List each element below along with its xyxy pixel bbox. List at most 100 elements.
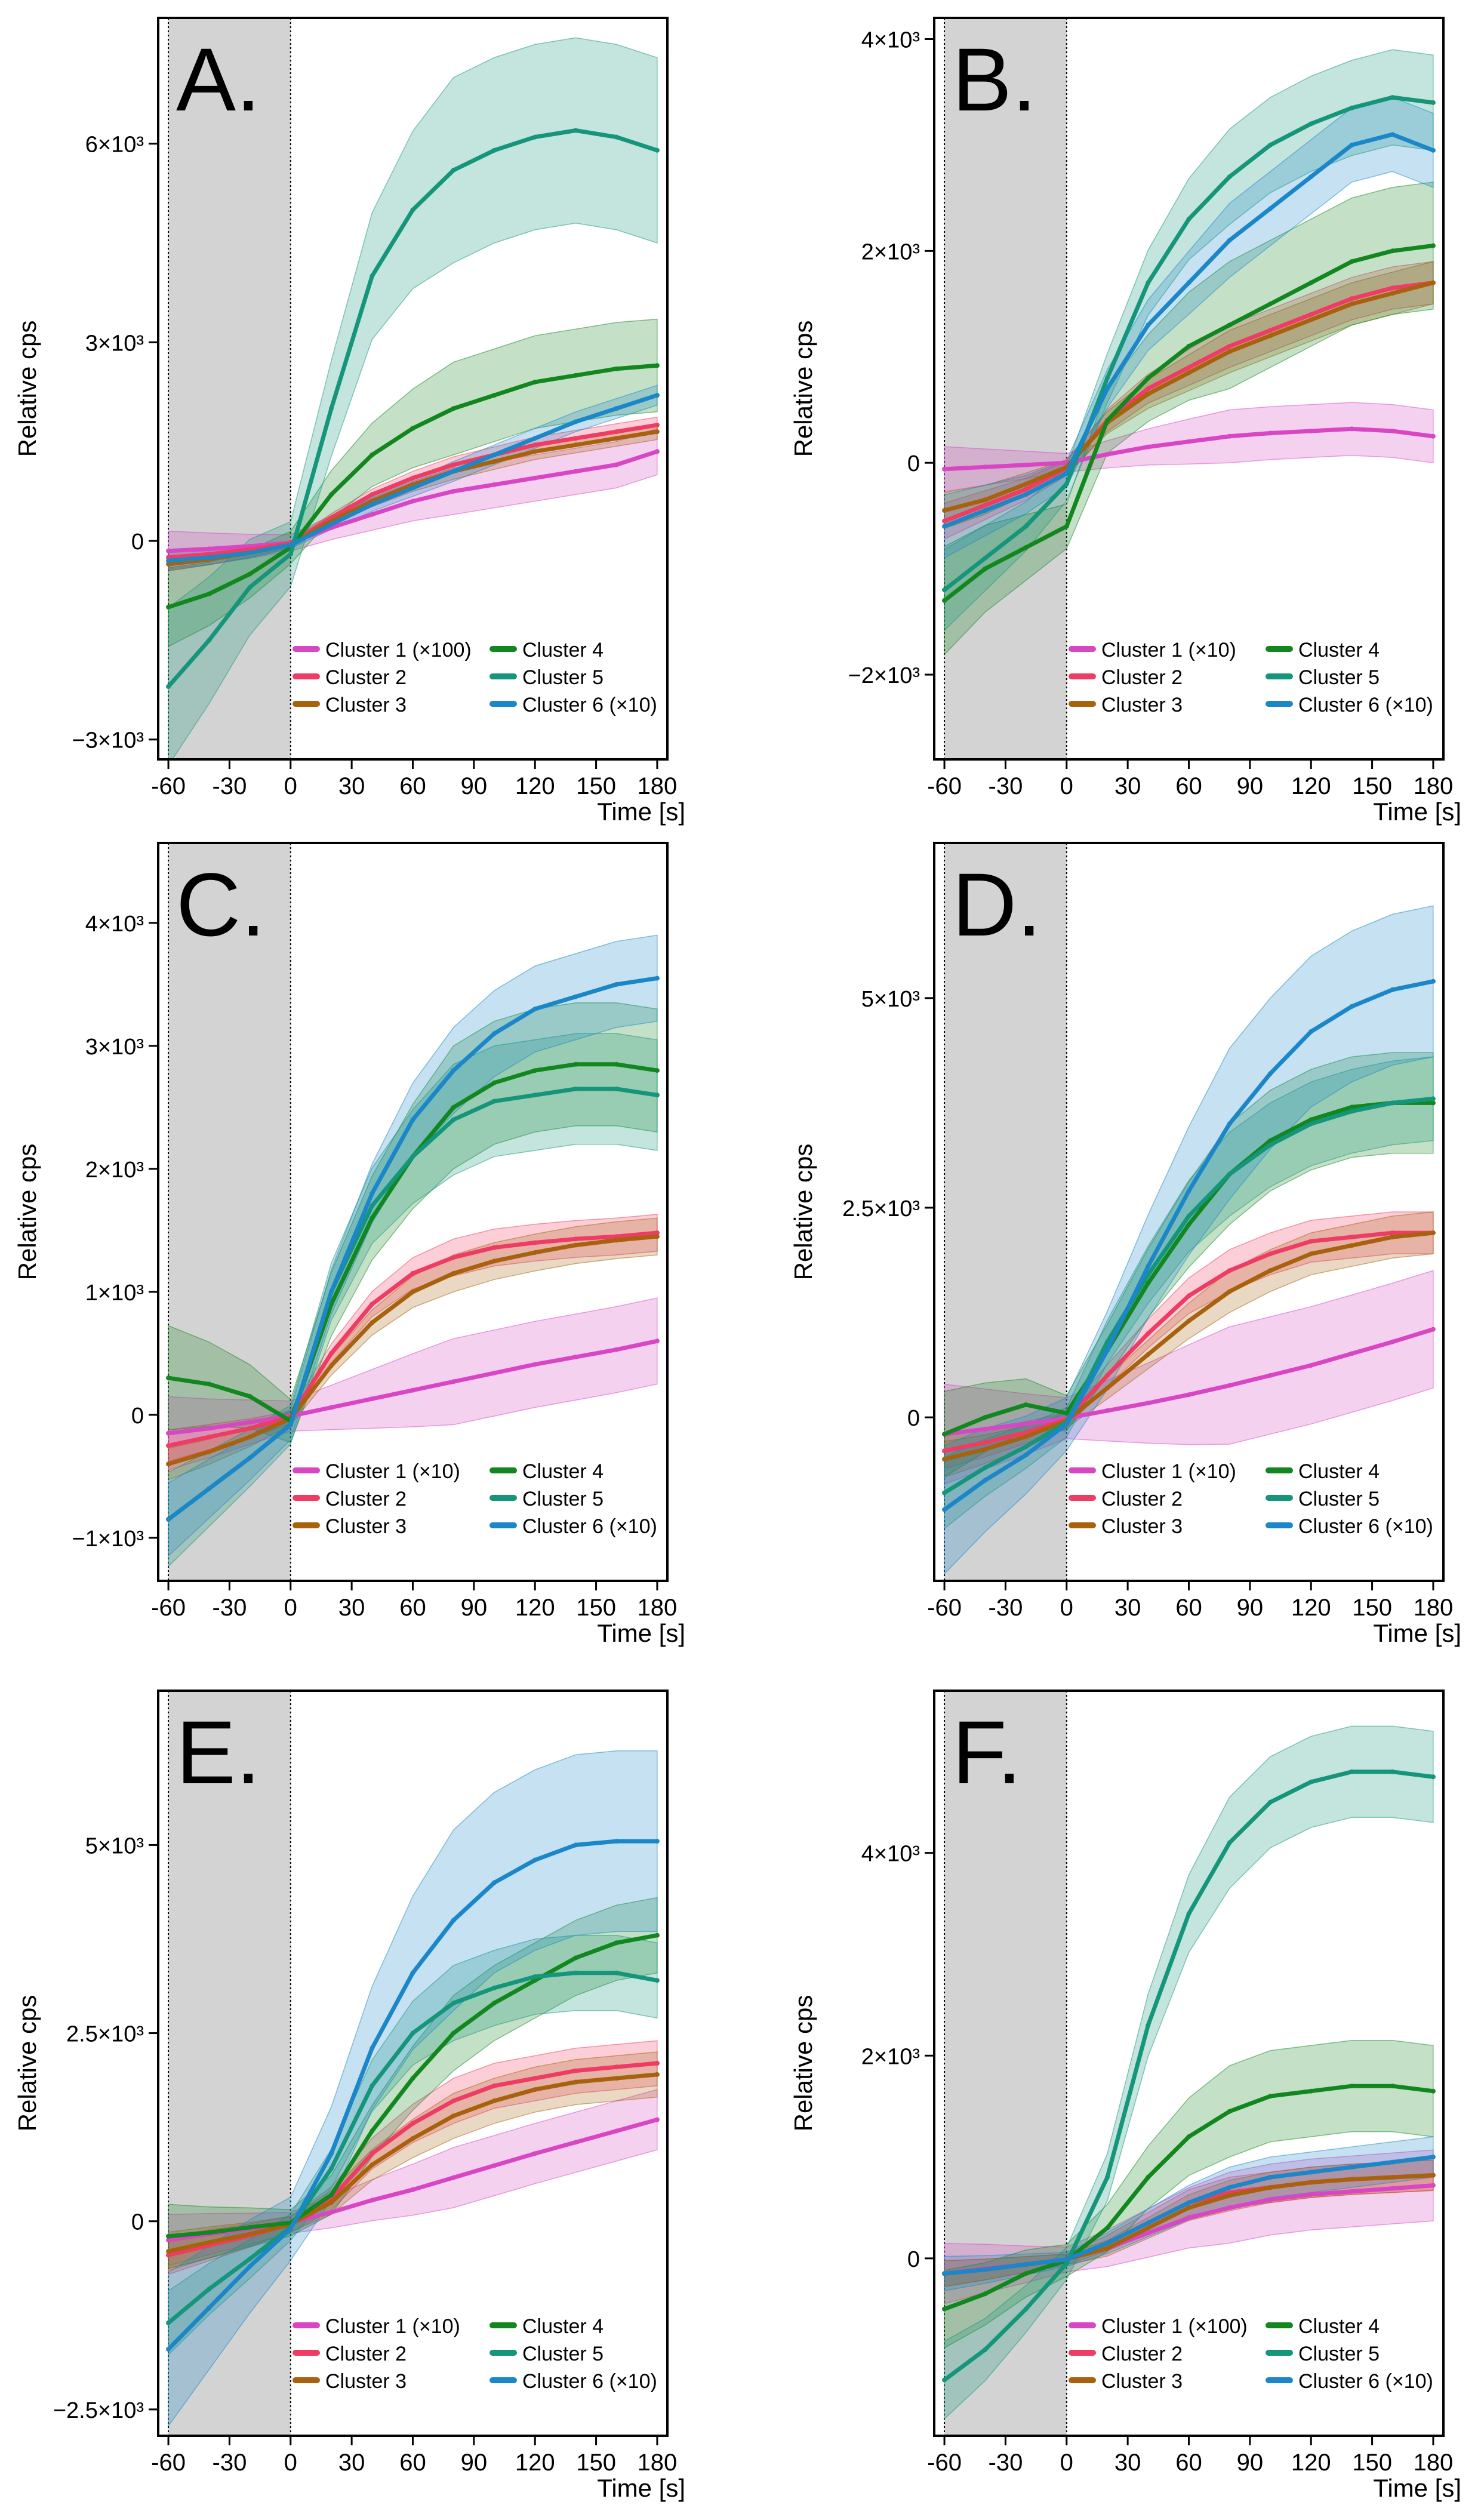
x-tick-label: 0 (284, 2449, 297, 2476)
data-point-cluster-6 (1146, 2220, 1151, 2226)
data-point-cluster-3 (654, 1234, 660, 1239)
legend-label-cluster-4: Cluster 4 (522, 1460, 604, 1483)
data-point-cluster-6 (451, 1068, 456, 1073)
data-point-cluster-3 (614, 2076, 619, 2081)
data-point-cluster-1 (614, 462, 619, 467)
legend-label-cluster-4: Cluster 4 (1298, 1460, 1380, 1483)
data-point-cluster-3 (1349, 301, 1354, 307)
data-point-cluster-6 (983, 2267, 988, 2272)
data-point-cluster-5 (451, 168, 456, 173)
data-point-cluster-6 (247, 550, 253, 555)
data-point-cluster-5 (1268, 1799, 1273, 1805)
data-point-cluster-2 (370, 2151, 375, 2156)
data-point-cluster-3 (532, 1250, 538, 1255)
data-point-cluster-5 (410, 2030, 415, 2036)
data-point-cluster-5 (1268, 142, 1273, 147)
y-axis-label: Relative cps (13, 1144, 41, 1281)
y-tick-label: −2×10³ (848, 663, 920, 688)
legend-label-cluster-3: Cluster 3 (325, 2370, 407, 2393)
data-point-cluster-1 (1268, 1373, 1273, 1378)
panel-label: D. (952, 854, 1042, 955)
data-point-cluster-2 (1023, 487, 1029, 492)
data-point-cluster-6 (654, 1839, 660, 1844)
data-point-cluster-1 (942, 466, 947, 472)
data-point-cluster-2 (410, 1271, 415, 1276)
data-point-cluster-4 (410, 426, 415, 431)
data-point-cluster-6 (288, 542, 293, 547)
data-point-cluster-4 (451, 1104, 456, 1110)
data-point-cluster-2 (166, 2252, 171, 2258)
data-point-cluster-2 (983, 1440, 988, 1445)
data-point-cluster-5 (1349, 1109, 1354, 1114)
data-point-cluster-4 (1023, 2271, 1029, 2276)
x-axis-label: Time [s] (597, 798, 685, 826)
data-point-cluster-1 (370, 1396, 375, 1402)
data-point-cluster-3 (492, 1258, 497, 1264)
data-point-cluster-1 (1349, 1351, 1354, 1356)
x-axis-label: Time [s] (597, 1619, 685, 1647)
data-point-cluster-5 (370, 2083, 375, 2088)
legend-label-cluster-6: Cluster 6 (×10) (1298, 694, 1433, 716)
data-point-cluster-1 (614, 1347, 619, 1352)
data-point-cluster-6 (1227, 1121, 1232, 1127)
data-point-cluster-1 (451, 1379, 456, 1384)
data-point-cluster-5 (1349, 105, 1354, 110)
y-tick-label: 3×10³ (85, 331, 144, 356)
data-point-cluster-6 (654, 393, 660, 398)
data-point-cluster-6 (1023, 1453, 1029, 1458)
data-point-cluster-1 (1227, 2205, 1232, 2210)
data-point-cluster-6 (492, 1880, 497, 1885)
data-point-cluster-1 (1268, 430, 1273, 436)
x-tick-label: 180 (1414, 1595, 1454, 1621)
data-point-cluster-4 (654, 1932, 660, 1938)
data-point-cluster-6 (166, 558, 171, 564)
legend-label-cluster-5: Cluster 5 (522, 666, 604, 689)
data-point-cluster-1 (1186, 2215, 1191, 2220)
data-point-cluster-4 (166, 604, 171, 610)
x-tick-label: 0 (1060, 1595, 1073, 1621)
data-layer (942, 49, 1436, 656)
y-tick-label: 2.5×10³ (842, 1196, 920, 1221)
data-point-cluster-4 (532, 1978, 538, 1983)
data-point-cluster-6 (654, 975, 660, 981)
data-point-cluster-5 (1430, 1096, 1436, 1101)
data-point-cluster-3 (1146, 1352, 1151, 1357)
x-axis-label: Time [s] (1373, 798, 1461, 826)
data-point-cluster-1 (1390, 2186, 1395, 2191)
data-point-cluster-5 (410, 1154, 415, 1159)
x-tick-label: 180 (1414, 2449, 1454, 2476)
y-axis-label: Relative cps (789, 1995, 817, 2132)
data-point-cluster-3 (1349, 2177, 1354, 2182)
data-point-cluster-6 (983, 1478, 988, 1483)
data-point-cluster-4 (983, 566, 988, 571)
data-point-cluster-6 (1146, 322, 1151, 328)
legend-label-cluster-1: Cluster 1 (×10) (325, 2315, 460, 2338)
data-point-cluster-5 (983, 2347, 988, 2352)
legend-label-cluster-1: Cluster 1 (×10) (1101, 1460, 1236, 1483)
x-tick-label: 120 (1291, 773, 1331, 799)
data-point-cluster-5 (492, 147, 497, 153)
data-point-cluster-6 (288, 2226, 293, 2232)
data-point-cluster-2 (1227, 1268, 1232, 1273)
data-point-cluster-1 (166, 2238, 171, 2243)
data-point-cluster-1 (492, 482, 497, 487)
data-point-cluster-6 (207, 555, 212, 560)
data-point-cluster-4 (1349, 1104, 1354, 1110)
data-point-cluster-3 (1023, 481, 1029, 487)
x-tick-label: 120 (515, 1595, 555, 1621)
data-point-cluster-3 (1390, 291, 1395, 296)
data-point-cluster-5 (942, 2377, 947, 2383)
data-point-cluster-3 (1227, 1289, 1232, 1294)
data-point-cluster-4 (1308, 2088, 1314, 2094)
data-point-cluster-5 (942, 587, 947, 593)
data-point-cluster-2 (614, 2064, 619, 2070)
data-point-cluster-6 (1390, 987, 1395, 992)
data-point-cluster-6 (1064, 2257, 1069, 2262)
data-point-cluster-6 (370, 502, 375, 507)
data-point-cluster-4 (1146, 376, 1151, 381)
x-tick-label: 30 (338, 773, 365, 799)
data-point-cluster-4 (573, 1061, 578, 1067)
data-point-cluster-5 (288, 552, 293, 557)
data-point-cluster-3 (573, 442, 578, 448)
data-point-cluster-2 (654, 423, 660, 427)
